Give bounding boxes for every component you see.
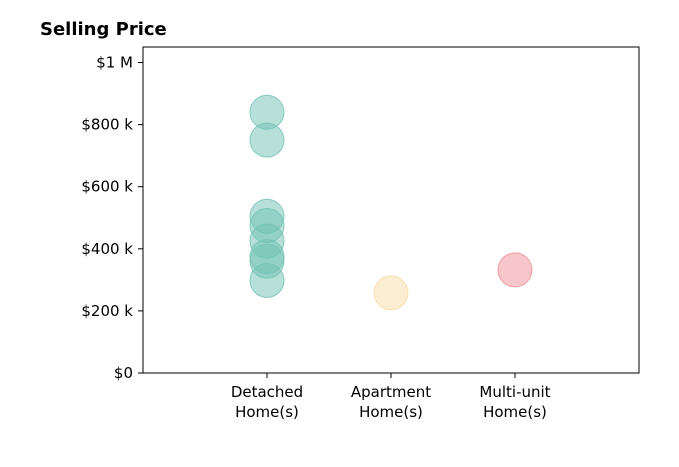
x-axis: Detached Home(s) Apartment Home(s) Multi-uni… xyxy=(231,373,551,421)
data-point xyxy=(373,275,409,311)
chart-title: Selling Price xyxy=(40,19,167,40)
y-tick-label: $0 xyxy=(114,364,133,382)
plot-area xyxy=(142,46,640,374)
data-point xyxy=(497,252,533,288)
y-tick-label: $600 k xyxy=(81,178,133,196)
data-point xyxy=(249,122,285,158)
plot-frame xyxy=(142,46,640,374)
y-tick-label: $800 k xyxy=(81,116,133,134)
y-tick-label: $200 k xyxy=(81,302,133,320)
data-points xyxy=(249,94,533,311)
y-axis: $0 $200 k $400 k $600 k $800 k $1 M xyxy=(81,54,143,382)
x-tick-label: Multi-unit Home(s) xyxy=(479,383,550,421)
y-tick-label: $1 M xyxy=(96,54,133,72)
x-tick-label: Detached Home(s) xyxy=(231,383,303,421)
data-point xyxy=(249,262,285,298)
y-tick-label: $400 k xyxy=(81,240,133,258)
x-tick-label: Apartment Home(s) xyxy=(351,383,431,421)
